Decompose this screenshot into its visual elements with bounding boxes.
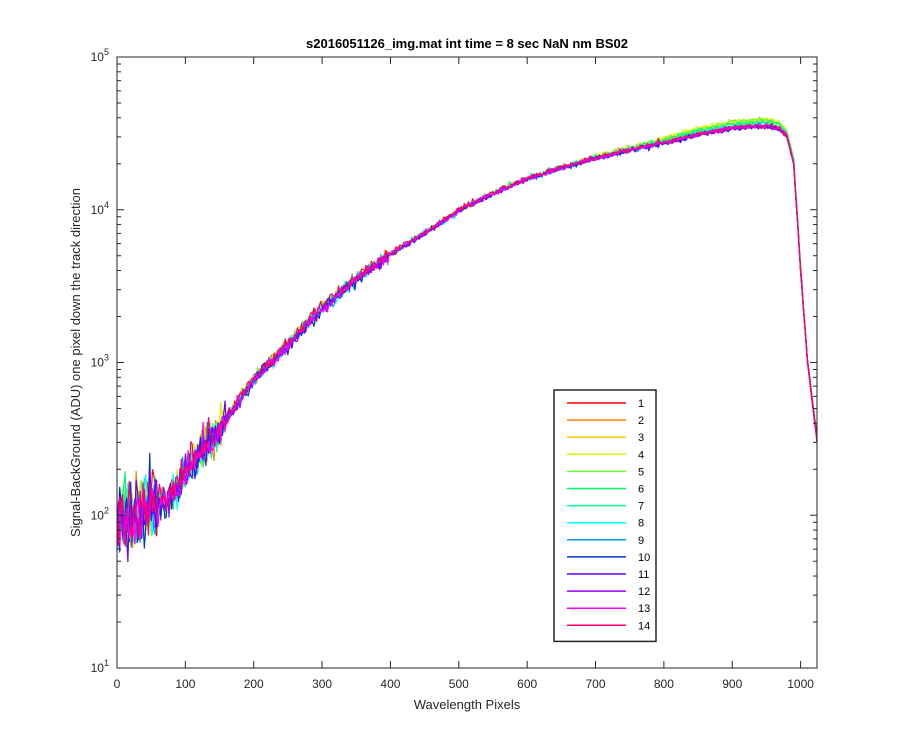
legend-label-7: 7 [638, 501, 644, 513]
y-axis-label: Signal-BackGround (ADU) one pixel down t… [68, 188, 83, 537]
legend-label-14: 14 [638, 620, 650, 632]
legend-label-13: 13 [638, 603, 650, 615]
x-tick-label: 500 [449, 677, 469, 691]
y-tick-label: 105 [91, 47, 109, 64]
legend-label-5: 5 [638, 466, 644, 478]
x-tick-label: 1000 [787, 677, 814, 691]
legend-label-3: 3 [638, 432, 644, 444]
x-axis-label: Wavelength Pixels [414, 697, 521, 712]
legend-label-6: 6 [638, 484, 644, 496]
x-tick-label: 100 [175, 677, 195, 691]
plot-area [117, 57, 817, 668]
x-ticks: 0 100 200 300 400 500 600 700 800 900 1000 [114, 57, 814, 691]
x-tick-label: 0 [114, 677, 121, 691]
y-tick-label: 101 [91, 658, 109, 675]
legend-box [553, 389, 657, 643]
legend-label-12: 12 [638, 586, 650, 598]
x-tick-label: 300 [312, 677, 332, 691]
legend-label-8: 8 [638, 518, 644, 530]
x-tick-label: 800 [654, 677, 674, 691]
y-tick-label: 103 [91, 353, 109, 370]
x-tick-label: 600 [517, 677, 537, 691]
series-line-14 [117, 123, 817, 549]
x-tick-label: 400 [380, 677, 400, 691]
x-tick-label: 200 [244, 677, 264, 691]
legend-label-1: 1 [638, 398, 644, 410]
x-tick-label: 900 [722, 677, 742, 691]
x-tick-label: 700 [586, 677, 606, 691]
legend-label-9: 9 [638, 535, 644, 547]
y-tick-label: 102 [91, 505, 109, 522]
chart-title: s2016051126_img.mat int time = 8 sec NaN… [306, 36, 628, 51]
legend-label-4: 4 [638, 449, 644, 461]
series-layer [117, 116, 817, 563]
y-tick-label: 104 [91, 200, 109, 217]
legend-label-10: 10 [638, 552, 650, 564]
legend-label-2: 2 [638, 415, 644, 427]
legend-label-11: 11 [638, 569, 649, 581]
